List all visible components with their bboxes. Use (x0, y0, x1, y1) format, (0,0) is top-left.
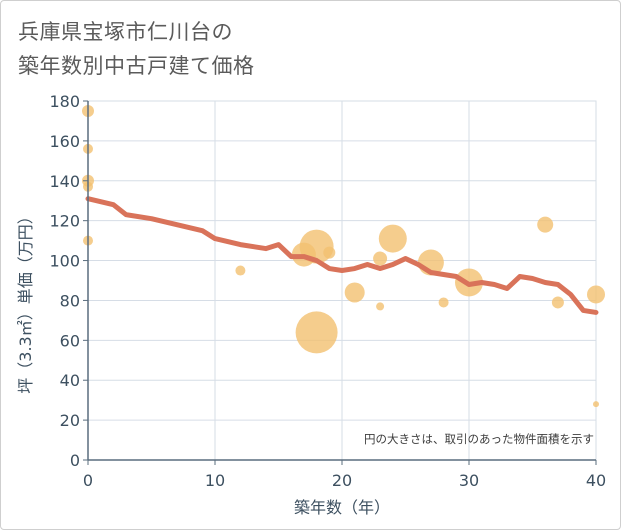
bubble-size-note: 円の大きさは、取引のあった物件面積を示す (364, 432, 594, 446)
bubble-point (593, 401, 599, 408)
y-tick-label: 140 (49, 172, 80, 191)
y-tick-label: 60 (60, 331, 80, 350)
x-tick-label: 30 (459, 471, 479, 490)
trend-series (85, 196, 599, 315)
y-tick-label: 20 (60, 411, 80, 430)
x-tick-label: 0 (83, 471, 93, 490)
trend-line (85, 196, 599, 315)
y-axis-label: 坪（3.3㎡）単価（万円） (16, 208, 35, 393)
x-tick-label: 20 (332, 471, 352, 490)
x-tick-label: 40 (586, 471, 606, 490)
y-tick-label: 40 (60, 371, 80, 390)
y-tick-label: 100 (49, 252, 80, 271)
y-tick-label: 80 (60, 291, 80, 310)
axes (83, 100, 597, 465)
bubble-point (438, 297, 449, 308)
y-tick-label: 120 (49, 212, 80, 231)
y-tick-label: 180 (49, 92, 80, 111)
bubble-point (323, 246, 336, 259)
grid-lines (87, 100, 597, 461)
bubble-point (378, 224, 407, 253)
bubble-point (376, 302, 385, 311)
bubble-point (295, 311, 338, 354)
chart-title-line-1: 兵庫県宝塚市仁川台の (18, 20, 233, 44)
bubble-point (344, 282, 365, 303)
y-tick-label: 0 (70, 451, 80, 470)
bubble-point (537, 216, 554, 233)
x-axis-label: 築年数（年） (294, 498, 390, 517)
x-tick-label: 10 (205, 471, 225, 490)
chart-title-line-2: 築年数別中古戸建て価格 (18, 54, 255, 78)
chart-title: 兵庫県宝塚市仁川台の 築年数別中古戸建て価格 (18, 15, 255, 83)
y-tick-label: 160 (49, 132, 80, 151)
tick-labels: 0 20 40 60 80 100 120 140 160 180 0 10 20 30 40 (49, 92, 606, 490)
bubble-point (373, 251, 388, 266)
bubble-point (587, 285, 605, 304)
bubble-point (551, 296, 564, 309)
bubble-series (82, 104, 605, 408)
bubble-point (235, 265, 246, 276)
